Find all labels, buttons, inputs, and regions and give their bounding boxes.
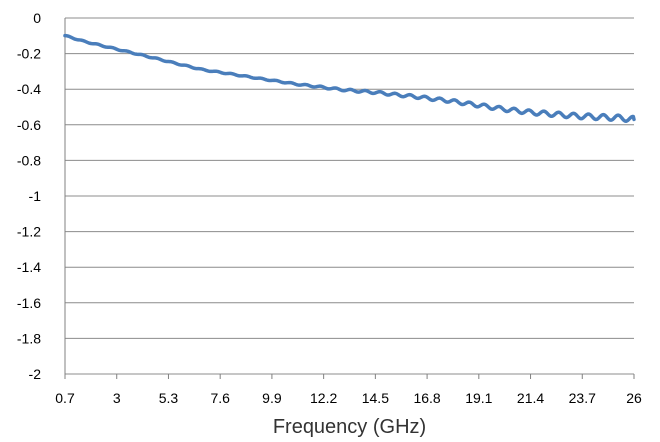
x-tick-label: 16.8 xyxy=(413,390,440,406)
y-tick-label: -1.2 xyxy=(17,224,41,240)
x-tick-label: 14.5 xyxy=(362,390,389,406)
y-tick-label: -0.8 xyxy=(17,152,41,168)
axes xyxy=(64,18,635,379)
y-tick-label: -2 xyxy=(29,366,42,382)
x-tick-label: 21.4 xyxy=(517,390,544,406)
y-tick-label: -1 xyxy=(29,188,42,204)
x-tick-label: 19.1 xyxy=(465,390,492,406)
x-tick-label: 23.7 xyxy=(569,390,596,406)
x-tick-label: 9.9 xyxy=(262,390,282,406)
y-tick-label: -1.4 xyxy=(17,259,41,275)
x-tick-label: 12.2 xyxy=(310,390,337,406)
x-tick-label: 3 xyxy=(113,390,121,406)
x-tick-label: 0.7 xyxy=(55,390,75,406)
gridlines xyxy=(65,17,634,375)
y-tick-label: -0.4 xyxy=(17,81,41,97)
y-tick-label: -1.8 xyxy=(17,330,41,346)
tick-labels: 0 -0.2 -0.4 -0.6 -0.8 -1 -1.2 -1.4 -1.6 -1.8 -2 0.7… xyxy=(17,10,642,406)
series-layer xyxy=(63,33,636,123)
x-tick-label: 7.6 xyxy=(210,390,230,406)
y-tick-label: -0.6 xyxy=(17,117,41,133)
y-tick-label: -1.6 xyxy=(17,295,41,311)
x-tick-label: 26 xyxy=(626,390,642,406)
series-line xyxy=(63,33,636,123)
x-tick-label: 5.3 xyxy=(159,390,179,406)
y-tick-label: -0.2 xyxy=(17,46,41,62)
y-tick-label: 0 xyxy=(33,10,41,26)
x-axis-title: Frequency (GHz) xyxy=(273,416,426,438)
